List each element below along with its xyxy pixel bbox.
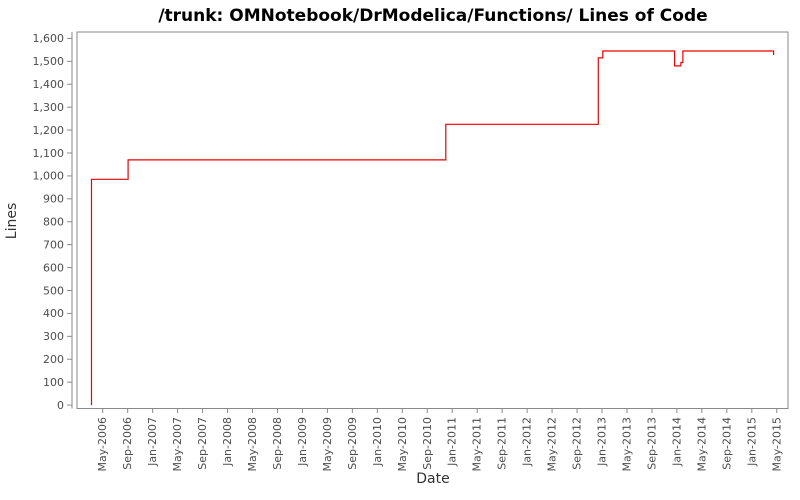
x-axis-title: Date — [416, 471, 449, 487]
plot-area: 0 100 200 300 400 500 600 700 800 900 1,000 1,100 1,… — [33, 31, 789, 472]
x-tick-label: May-2012 — [546, 417, 559, 472]
y-tick-label: 1,500 — [33, 55, 65, 68]
x-tick-label: May-2010 — [396, 417, 409, 472]
y-tick-label: 0 — [57, 399, 64, 412]
x-tick-label: Jan-2014 — [670, 417, 683, 467]
x-tick-label: May-2015 — [770, 417, 783, 472]
y-axis-title: Lines — [4, 203, 20, 239]
x-tick-label: Jan-2012 — [521, 417, 534, 467]
y-tick-label: 1,300 — [33, 101, 65, 114]
x-tick-label: Sep-2013 — [645, 417, 658, 470]
y-tick-label: 100 — [43, 376, 64, 389]
x-tick-label: Sep-2014 — [720, 417, 733, 470]
y-tick-label: 300 — [43, 330, 64, 343]
y-tick-label: 1,100 — [33, 147, 65, 160]
x-tick-label: Sep-2006 — [121, 417, 134, 470]
x-tick-label: May-2006 — [96, 417, 109, 472]
y-tick-label: 600 — [43, 261, 64, 274]
y-tick-label: 1,200 — [33, 124, 65, 137]
x-tick-label: May-2009 — [321, 417, 334, 472]
x-tick-label: Jan-2013 — [596, 417, 609, 467]
x-tick-label: Jan-2011 — [446, 417, 459, 467]
y-tick-label: 200 — [43, 353, 64, 366]
x-tick-label: May-2013 — [620, 417, 633, 472]
x-tick-label: Jan-2009 — [296, 417, 309, 467]
x-tick-label: May-2007 — [171, 417, 184, 472]
x-tick-label: Jan-2015 — [745, 417, 758, 467]
x-tick-label: Sep-2010 — [421, 417, 434, 470]
x-tick-label: Jan-2007 — [146, 417, 159, 467]
y-tick-label: 400 — [43, 307, 64, 320]
y-tick-label: 500 — [43, 284, 64, 297]
y-tick-label: 900 — [43, 193, 64, 206]
x-tick-label: Jan-2008 — [221, 417, 234, 467]
x-tick-label: May-2008 — [246, 417, 259, 472]
y-tick-label: 1,000 — [33, 170, 65, 183]
x-tick-label: Sep-2012 — [571, 417, 584, 470]
x-tick-label: Sep-2011 — [496, 417, 509, 470]
loc-series-line — [90, 50, 775, 406]
y-tick-label: 1,400 — [33, 78, 65, 91]
x-tick-label: Sep-2009 — [346, 417, 359, 470]
plot-frame — [76, 31, 789, 409]
x-tick-label: May-2014 — [695, 417, 708, 472]
x-tick-label: Sep-2007 — [196, 417, 209, 470]
x-tick-label: May-2011 — [471, 417, 484, 472]
x-tick-label: Jan-2010 — [371, 417, 384, 467]
y-tick-label: 700 — [43, 238, 64, 251]
chart-title: /trunk: OMNotebook/DrModelica/Functions/… — [158, 6, 707, 26]
y-tick-label: 1,600 — [33, 32, 65, 45]
x-tick-label: Sep-2008 — [271, 417, 284, 470]
y-tick-label: 800 — [43, 216, 64, 229]
